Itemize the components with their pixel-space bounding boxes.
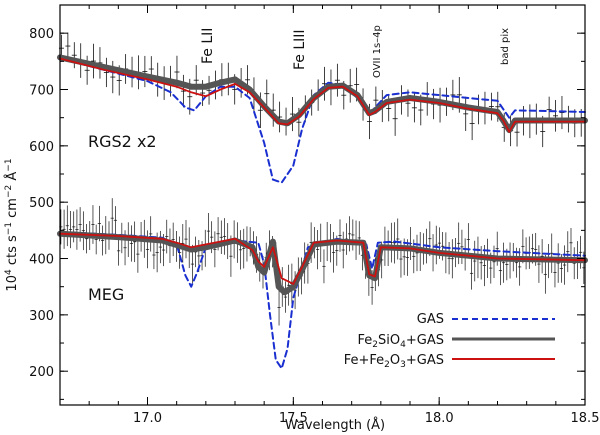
legend: GAS Fe2SiO4+GAS Fe+Fe2O3+GAS: [344, 312, 555, 370]
panel-label-meg: MEG: [88, 285, 124, 304]
x-tick-label: 17.0: [133, 411, 162, 426]
annotation-ovii: OVII 1s–4p: [372, 25, 383, 78]
legend-label-fe2sio4: Fe2SiO4+GAS: [358, 333, 444, 350]
annotation-fe-lii: Fe LII: [200, 28, 216, 64]
y-tick-label: 700: [29, 84, 54, 99]
y-tick-labels: 200 300 400 500 600 700 800: [29, 27, 54, 380]
model-lines: [57, 54, 588, 370]
annotation-bad-pix: bad pix: [500, 28, 511, 65]
y-label-pre: 10: [5, 275, 20, 292]
legend-label-fe-fe2o3: Fe+Fe2O3+GAS: [344, 353, 444, 370]
x-tick-label: 18.5: [571, 411, 600, 426]
y-label-mid: cts s: [5, 235, 20, 269]
x-axis-label: Wavelength (Å): [285, 417, 385, 433]
y-tick-label: 200: [29, 365, 54, 380]
y-tick-label: 600: [29, 140, 54, 155]
y-label-exp-s: −1: [4, 222, 14, 235]
series-line-meg-fe-fe2o3-gas: [59, 232, 586, 285]
axis-ticks: [59, 4, 586, 405]
y-tick-label: 300: [29, 309, 54, 324]
x-tick-labels: 17.0 17.5 18.0 18.5: [133, 411, 599, 426]
y-axis-label: 104 cts s−1 cm−2 Å−1: [4, 158, 20, 291]
x-tick-label: 18.0: [425, 411, 454, 426]
x-tick-label: 17.5: [279, 411, 308, 426]
legend-label-gas: GAS: [417, 312, 444, 327]
y-label-exp-ang: −1: [4, 158, 14, 171]
y-tick-label: 500: [29, 196, 54, 211]
series-line-meg-gas: [59, 231, 586, 370]
y-label-exp-cm: −2: [4, 185, 14, 198]
y-label-cm: cm: [5, 198, 20, 222]
y-tick-label: 400: [29, 253, 54, 268]
y-tick-label: 800: [29, 27, 54, 42]
panel-label-rgs2: RGS2 x2: [88, 132, 157, 151]
series-line-rgs2-fe-fe2o3-gas: [59, 57, 586, 133]
y-label-exp4: 4: [4, 269, 14, 275]
y-label-ang: Å: [4, 172, 20, 185]
annotation-fe-liii: Fe LIII: [292, 29, 308, 70]
